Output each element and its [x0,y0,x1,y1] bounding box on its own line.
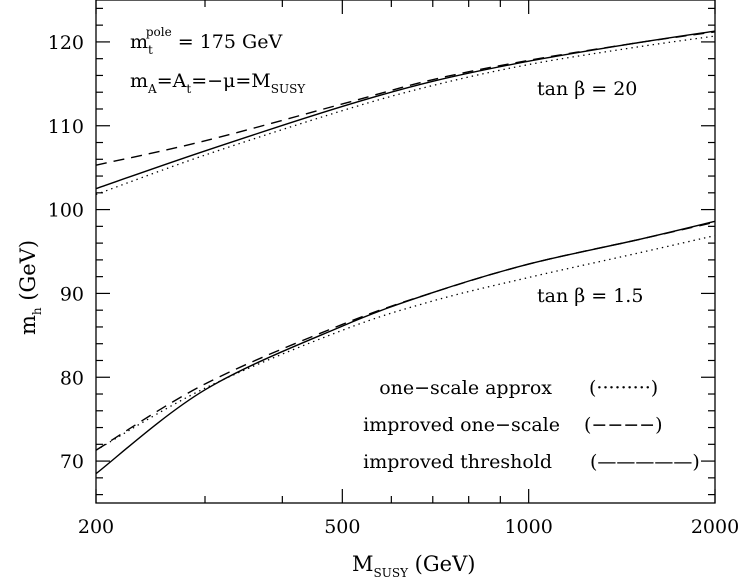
y-tick-label: 120 [48,32,84,54]
curve-tanb15-solid [95,220,716,475]
curve-tanb15-dotted [95,234,716,451]
y-tick-label: 110 [48,116,84,138]
x-axis-label-sub: SUSY [374,566,410,580]
label-tanb-20: tan β = 20 [537,78,637,100]
annotation-params-t-sub: t [186,82,191,96]
curve-tanb20-solid [95,30,716,190]
x-axis-label-main: M [352,552,374,576]
y-tick-label: 80 [60,367,84,389]
y-tick-label: 70 [60,451,84,473]
legend: one−scale approx (·········) improved on… [363,377,700,473]
annotation-params-eq2: =−μ=M [191,70,271,92]
annotation-params-susy-sub: SUSY [271,82,307,96]
annotation-params-m: m [130,70,148,92]
annotation-params-eq1: =A [157,70,187,92]
y-tick-label: 100 [48,200,84,222]
y-tick-label: 90 [60,283,84,305]
y-axis-label-main: m [16,315,40,335]
annotation-mtop-rest: = 175 GeV [172,31,283,53]
annotation-params: mA=At=−μ=MSUSY [130,70,306,96]
y-axis-label: mh (GeV) [16,240,44,335]
x-axis-label: MSUSY (GeV) [352,552,475,580]
x-axis-label-unit: (GeV) [408,552,475,576]
legend-label-2: improved threshold [363,451,552,473]
x-tick-label: 200 [78,516,114,538]
x-tick-label: 500 [324,516,360,538]
axis-ticks [95,0,716,503]
annotation-mtop-sup: pole [146,25,172,39]
legend-label-0: one−scale approx [379,377,552,399]
y-axis-label-sub: h [30,307,44,315]
annotation-mtop-sub: t [148,43,153,57]
curves [95,30,716,475]
legend-sample-0: (·········) [589,377,658,399]
axis-tick-labels: 70 80 90 100 110 120 200 500 1000 2000 [48,32,739,538]
annotation-mtop-m: m [130,31,148,53]
x-tick-label: 2000 [691,516,739,538]
y-axis-label-unit: (GeV) [16,240,40,307]
label-tanb-15: tan β = 1.5 [537,285,643,307]
annotation-mtop: mt pole = 175 GeV [130,25,282,57]
plot-frame [95,0,716,504]
legend-sample-1: (−−−−) [584,414,663,436]
curve-tanb20-dashed [95,31,716,166]
annotation-params-a-sub: A [147,82,157,96]
x-tick-label: 1000 [504,516,552,538]
legend-label-1: improved one−scale [363,414,560,436]
legend-sample-2: (—————) [590,451,700,473]
curve-tanb20-dotted [95,35,716,196]
